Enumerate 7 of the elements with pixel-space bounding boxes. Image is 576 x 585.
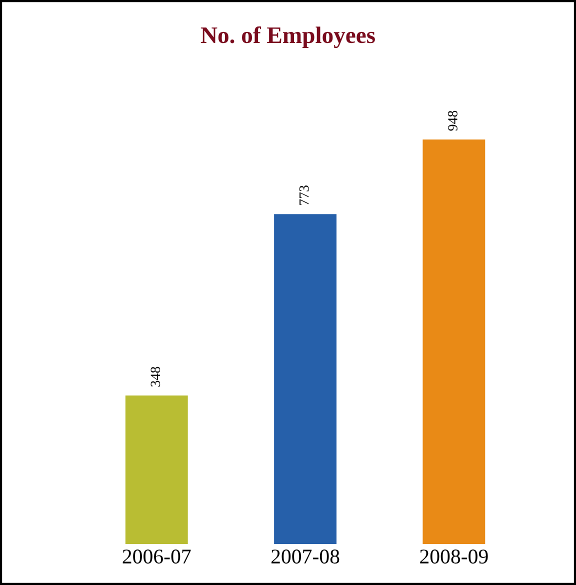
chart-title: No. of Employees	[200, 26, 375, 48]
data-label: 773	[299, 186, 309, 205]
data-label: 348	[150, 366, 160, 387]
x-tick-label: 2007-08	[271, 550, 340, 564]
data-label: 948	[448, 110, 458, 131]
x-tick-label: 2006-07	[122, 550, 191, 564]
x-tick-label: 2008-09	[420, 550, 488, 564]
